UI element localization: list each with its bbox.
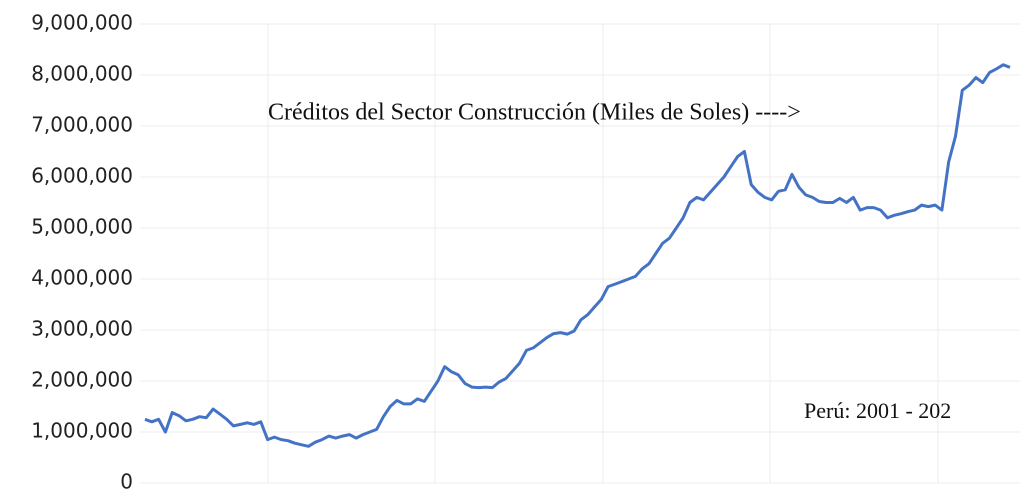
vertical-grid bbox=[267, 24, 939, 483]
y-tick-label: 9,000,000 bbox=[31, 11, 133, 35]
y-tick-label: 4,000,000 bbox=[31, 266, 133, 290]
y-tick-label: 6,000,000 bbox=[31, 164, 133, 188]
y-tick-label: 7,000,000 bbox=[31, 113, 133, 137]
data-line bbox=[144, 63, 1011, 448]
annotation: Perú: 2001 - 202 bbox=[804, 398, 951, 423]
y-tick-label: 2,000,000 bbox=[31, 368, 133, 392]
y-tick-label: 5,000,000 bbox=[31, 215, 133, 239]
y-tick-label: 8,000,000 bbox=[31, 62, 133, 86]
annotation: Créditos del Sector Construcción (Miles … bbox=[268, 100, 801, 126]
y-tick-label: 0 bbox=[120, 470, 133, 491]
y-tick-label: 1,000,000 bbox=[31, 419, 133, 443]
y-tick-label: 3,000,000 bbox=[31, 317, 133, 341]
